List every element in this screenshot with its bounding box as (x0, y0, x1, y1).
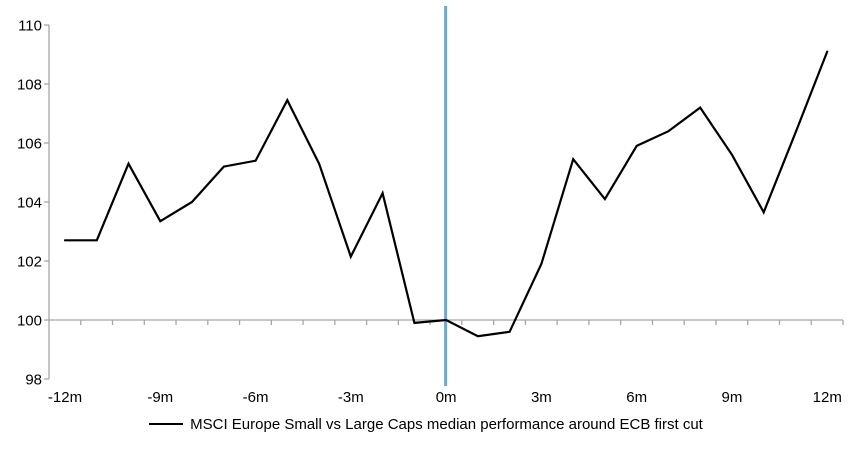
y-tick-label: 110 (18, 18, 42, 35)
y-tick-label: 104 (17, 195, 42, 212)
x-tick-label: 12m (813, 389, 842, 406)
y-tick-label: 102 (17, 254, 42, 271)
y-tick-label: 100 (17, 313, 42, 330)
x-tick-label: -12m (48, 389, 82, 406)
y-tick-label: 108 (17, 77, 42, 94)
y-tick-label: 106 (17, 136, 42, 153)
x-tick-label: 9m (722, 389, 743, 406)
x-tick-label: 6m (626, 389, 647, 406)
y-tick-label: 98 (25, 372, 42, 389)
x-tick-label: 3m (531, 389, 552, 406)
x-tick-label: -3m (338, 389, 364, 406)
x-tick-label: 0m (436, 389, 457, 406)
x-tick-label: -6m (243, 389, 269, 406)
x-tick-label: -9m (147, 389, 173, 406)
series-line (63, 50, 829, 338)
